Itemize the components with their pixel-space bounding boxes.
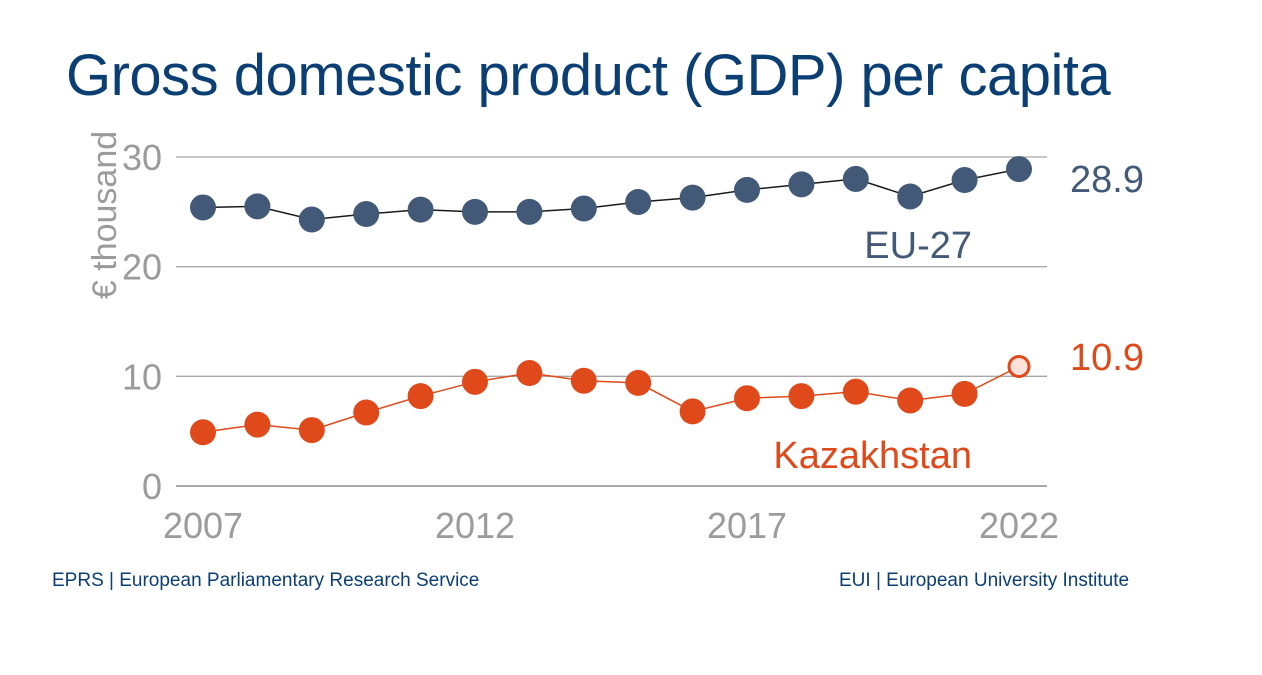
point-eu27-2011 [407,196,434,223]
point-eu27-2016 [679,184,706,211]
point-eu27-2008 [244,193,271,220]
y-tick-label-30: 30 [122,137,162,178]
end-label-eu27: 28.9 [1070,159,1144,201]
point-eu27-2010 [353,201,380,228]
series-kazakhstan [190,354,1031,446]
y-axis-label: € thousand [86,131,124,299]
point-eu27-2021 [951,167,978,194]
x-tick-label-2017: 2017 [707,505,787,546]
point-kazakhstan-2013 [516,360,543,387]
series-line-kazakhstan [202,365,1020,434]
y-tick-label-0: 0 [142,466,162,507]
point-kazakhstan-2011 [407,383,434,410]
series-name-kazakhstan: Kazakhstan [773,435,972,477]
end-label-kazakhstan: 10.9 [1070,337,1144,379]
series-labels: 28.9 10.9 EU-27 Kazakhstan [773,159,1144,477]
point-kazakhstan-2008 [244,411,271,438]
point-kazakhstan-2020 [897,387,924,414]
x-tick-labels: 2007 2012 2017 2022 [163,505,1059,546]
footer-eui: EUI | European University Institute [839,570,1130,591]
y-tick-label-20: 20 [122,247,162,288]
point-eu27-2022 [1006,156,1032,183]
point-kazakhstan-2016 [679,398,706,425]
point-kazakhstan-2014 [570,367,597,394]
point-kazakhstan-2007 [190,419,216,446]
y-tick-label-10: 10 [122,356,162,397]
x-tick-label-2022: 2022 [979,505,1059,546]
point-kazakhstan-2010 [353,399,380,426]
point-eu27-2018 [788,171,815,198]
grid-lines [176,156,1047,487]
point-eu27-2020 [897,183,924,210]
point-kazakhstan-2009 [298,417,325,444]
point-eu27-2019 [842,165,869,192]
point-eu27-2015 [625,188,652,215]
point-kazakhstan-2022 [1007,354,1031,378]
series-layer [190,156,1032,446]
point-eu27-2014 [570,195,597,222]
point-eu27-2013 [516,198,543,225]
chart-title: Gross domestic product (GDP) per capita [66,43,1111,108]
point-kazakhstan-2021 [951,380,978,407]
footer-eprs: EPRS | European Parliamentary Research S… [52,570,480,591]
point-eu27-2007 [190,194,216,221]
series-name-eu27: EU-27 [864,225,972,267]
point-kazakhstan-2017 [734,385,760,412]
point-kazakhstan-2018 [788,383,815,410]
x-tick-label-2012: 2012 [435,505,515,546]
point-kazakhstan-2019 [842,378,869,405]
point-kazakhstan-2015 [625,369,652,396]
point-eu27-2017 [734,176,760,203]
series-eu27 [190,156,1032,233]
y-tick-labels: 0 10 20 30 [122,137,162,507]
point-eu27-2009 [298,206,325,233]
x-tick-label-2007: 2007 [163,505,243,546]
series-line-eu27 [202,168,1020,221]
point-kazakhstan-2012 [462,368,488,395]
point-eu27-2012 [462,198,488,225]
